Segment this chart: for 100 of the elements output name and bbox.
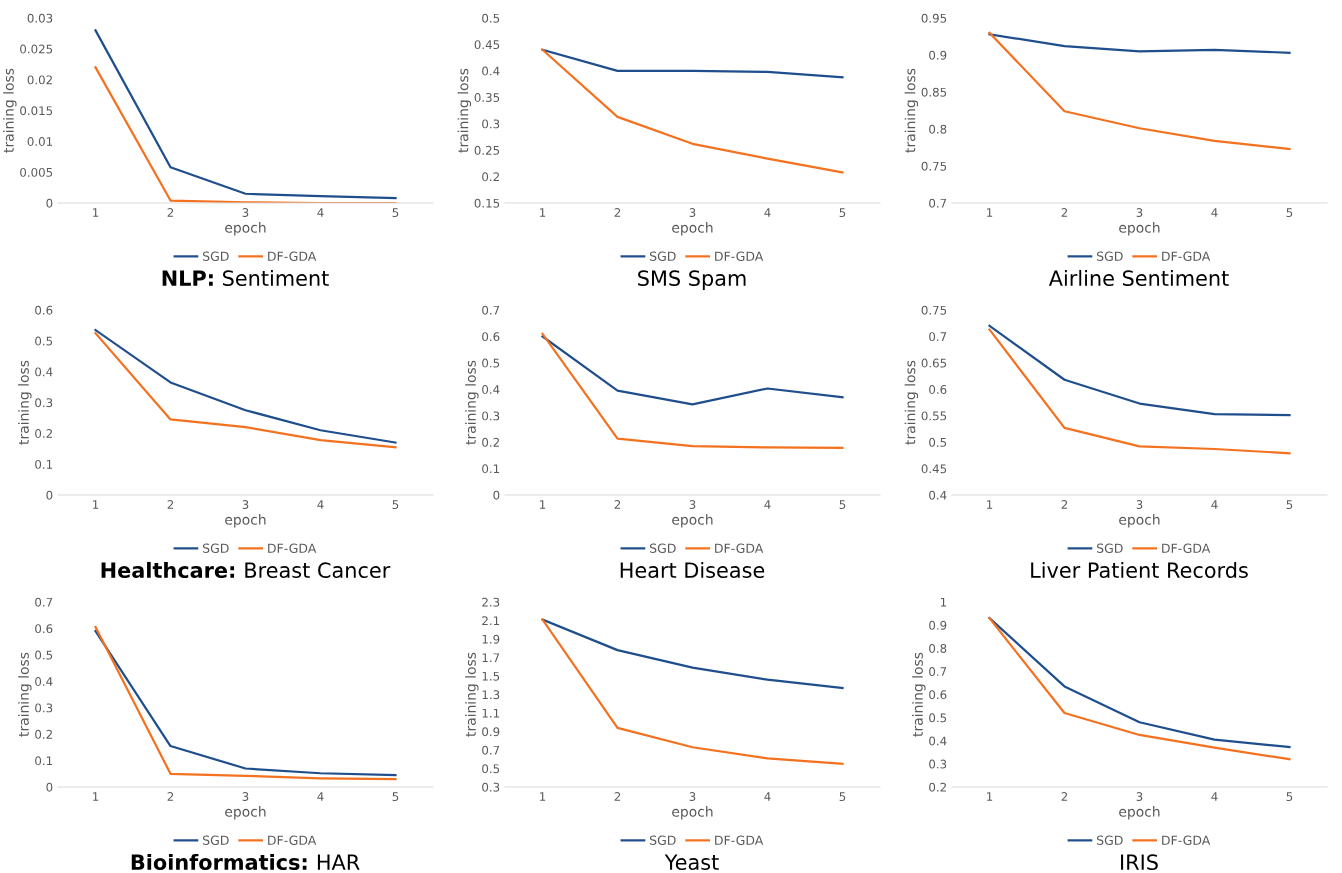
y-tick-label: 1 — [940, 597, 947, 607]
y-tick-label: 0.7 — [929, 332, 947, 342]
y-tick-label: 0.1 — [35, 756, 53, 766]
y-tick-label: 0.2 — [929, 782, 946, 792]
x-tick-label: 1 — [987, 208, 993, 217]
x-tick-label: 3 — [1136, 208, 1143, 217]
y-tick-label: 0.005 — [20, 167, 53, 177]
x-tick-label: 3 — [242, 208, 249, 217]
y-tick-label: 0.2 — [35, 729, 52, 739]
y-axis-title: training loss — [457, 68, 472, 153]
y-tick-label: 0.6 — [482, 332, 500, 342]
legend-label: DF-GDA — [268, 251, 317, 261]
x-axis-title: epoch — [1119, 806, 1160, 820]
x-tick-label: 1 — [987, 792, 993, 801]
y-tick-label: 0.2 — [482, 172, 499, 182]
legend-label: DF-GDA — [1162, 543, 1211, 553]
line-series — [541, 335, 844, 406]
y-axis-title: training loss — [904, 68, 919, 153]
y-tick-label: 2.3 — [482, 597, 500, 607]
x-tick-label: 4 — [764, 208, 771, 217]
y-tick-label: 0.6 — [35, 624, 53, 634]
y-tick-label: 0.5 — [482, 358, 500, 368]
y-tick-label: 0.7 — [929, 198, 947, 208]
x-tick-label: 5 — [839, 208, 846, 217]
x-tick-label: 4 — [764, 500, 771, 509]
x-axis-title: epoch — [672, 222, 713, 236]
y-tick-label: 0.15 — [474, 198, 500, 208]
y-tick-label: 0.9 — [929, 620, 947, 630]
y-tick-label: 2.1 — [482, 616, 500, 625]
legend-label: SGD — [1096, 543, 1123, 553]
x-tick-label: 2 — [614, 792, 621, 801]
y-tick-label: 0.5 — [35, 650, 53, 660]
x-tick-label: 2 — [1061, 208, 1068, 217]
legend-label: DF-GDA — [1162, 835, 1211, 845]
y-tick-label: 0.5 — [482, 764, 500, 774]
text: Yeast — [664, 854, 719, 871]
x-tick-label: 4 — [764, 792, 771, 801]
y-tick-label: 0.5 — [929, 437, 947, 447]
x-tick-label: 1 — [93, 208, 99, 217]
x-tick-label: 3 — [1136, 792, 1143, 801]
x-tick-label: 5 — [839, 500, 846, 509]
line-series — [988, 33, 1291, 54]
y-tick-label: 0.3 — [482, 119, 500, 129]
x-tick-label: 1 — [540, 500, 546, 509]
x-tick-label: 1 — [93, 792, 99, 801]
x-tick-label: 3 — [242, 500, 249, 509]
legend-label: DF-GDA — [268, 835, 317, 845]
x-tick-label: 4 — [317, 500, 324, 509]
y-tick-label: 0.015 — [20, 106, 53, 116]
legend-label: DF-GDA — [268, 543, 317, 553]
y-tick-label: 0.4 — [35, 677, 53, 686]
y-tick-label: 0.85 — [921, 87, 947, 97]
x-tick-label: 3 — [1136, 500, 1143, 509]
line-series — [541, 48, 844, 174]
legend-label: SGD — [202, 251, 229, 261]
y-axis-title: training loss — [18, 360, 32, 445]
y-tick-label: 0.65 — [921, 358, 947, 368]
y-axis-title: training loss — [465, 360, 479, 445]
y-tick-label: 0.025 — [20, 44, 53, 54]
x-tick-label: 2 — [614, 208, 621, 217]
y-tick-label: 0.3 — [35, 703, 53, 713]
y-tick-label: 0.35 — [474, 93, 500, 102]
x-tick-label: 1 — [540, 792, 546, 801]
y-tick-label: 0 — [46, 198, 53, 208]
y-tick-label: 0.7 — [482, 305, 500, 315]
y-tick-label: 0.3 — [482, 782, 500, 792]
x-tick-label: 3 — [242, 792, 249, 801]
legend-label: SGD — [649, 543, 676, 553]
x-tick-label: 5 — [392, 792, 399, 801]
y-tick-label: 0.4 — [482, 385, 500, 394]
text: Healthcare: Breast Cancer — [101, 561, 391, 579]
x-tick-label: 3 — [689, 208, 696, 217]
x-tick-label: 4 — [317, 792, 324, 801]
y-tick-label: 0.75 — [921, 305, 947, 315]
x-tick-label: 2 — [1061, 792, 1068, 801]
legend-label: SGD — [649, 835, 676, 845]
y-tick-label: 0.7 — [482, 745, 500, 755]
x-tick-label: 5 — [392, 500, 399, 509]
y-axis-title: training loss — [18, 652, 32, 737]
y-tick-label: 0.75 — [921, 161, 947, 171]
y-axis-title: training loss — [904, 360, 919, 445]
y-tick-label: 0.7 — [35, 597, 53, 607]
y-tick-label: 0.8 — [929, 124, 947, 134]
y-tick-label: 1.5 — [482, 671, 500, 681]
x-tick-label: 2 — [167, 500, 174, 509]
y-tick-label: 0.3 — [482, 411, 500, 421]
legend-label: DF-GDA — [715, 835, 764, 845]
x-tick-label: 4 — [317, 208, 324, 217]
y-tick-label: 1.7 — [482, 653, 500, 662]
x-tick-label: 2 — [167, 792, 174, 801]
x-tick-label: 2 — [614, 500, 621, 509]
x-axis-title: epoch — [672, 514, 713, 528]
x-tick-label: 1 — [987, 500, 993, 509]
text: SMS Spam — [638, 270, 746, 291]
x-tick-label: 4 — [1211, 792, 1218, 801]
x-axis-title: epoch — [225, 222, 266, 236]
y-tick-label: 0.5 — [929, 713, 947, 723]
y-tick-label: 1.1 — [482, 708, 500, 718]
x-axis-title: epoch — [1119, 222, 1160, 236]
legend-label: SGD — [649, 251, 676, 261]
